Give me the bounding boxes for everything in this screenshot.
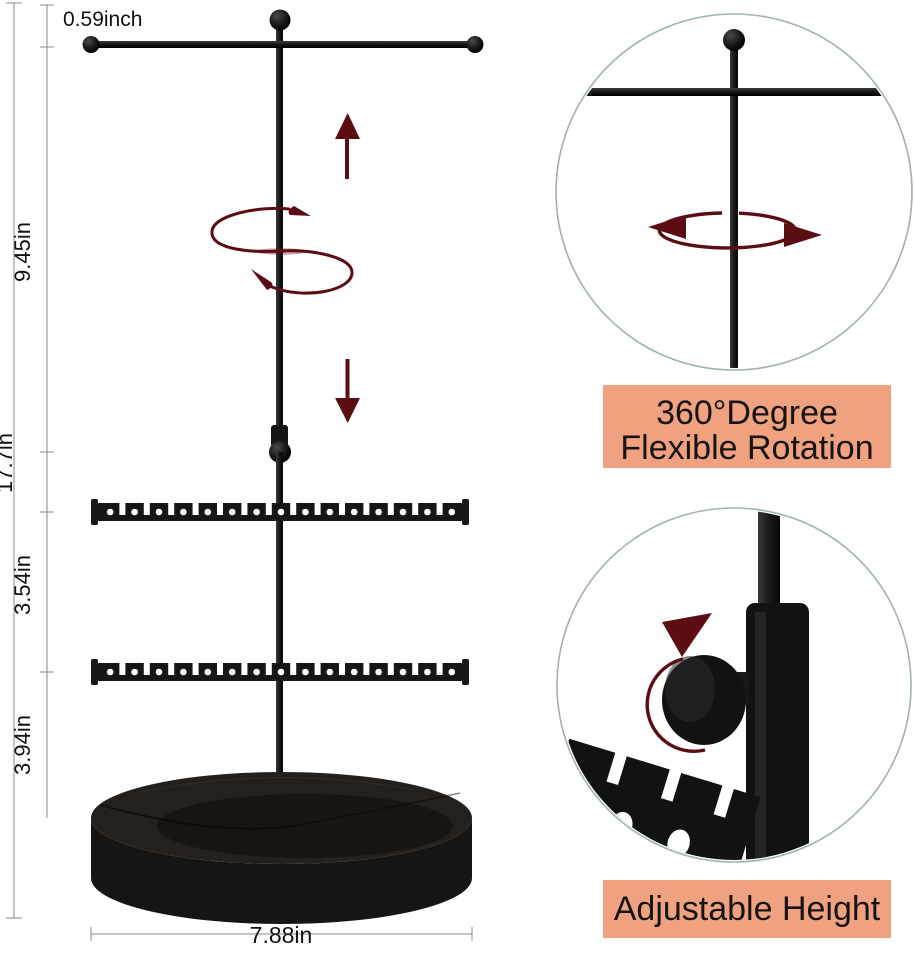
svg-text:17.7in: 17.7in [0, 433, 17, 493]
svg-text:9.45in: 9.45in [10, 222, 35, 282]
svg-text:3.54in: 3.54in [10, 555, 35, 615]
svg-text:Adjustable Height: Adjustable Height [614, 890, 881, 928]
svg-text:7.88in: 7.88in [250, 922, 313, 948]
svg-text:3.94in: 3.94in [10, 715, 35, 775]
svg-text:0.59inch: 0.59inch [63, 8, 142, 31]
svg-text:Flexible Rotation: Flexible Rotation [620, 429, 873, 467]
svg-text:360°Degree: 360°Degree [656, 394, 838, 432]
